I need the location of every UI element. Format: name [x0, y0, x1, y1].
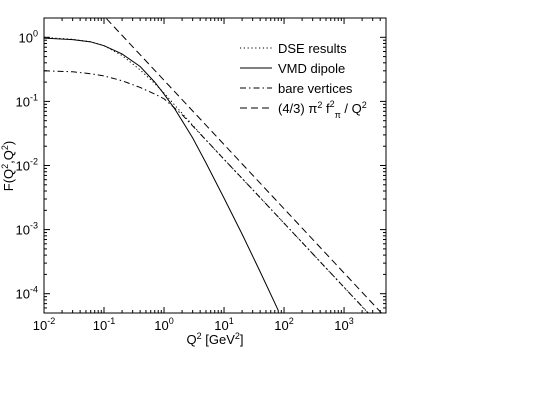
x-tick-label: 101	[214, 316, 233, 333]
legend-label: VMD dipole	[278, 61, 345, 76]
legend-label: DSE results	[278, 41, 347, 56]
svg-text:Q2 [GeV2]: Q2 [GeV2]	[186, 331, 243, 347]
series-dashed-line	[106, 18, 383, 313]
x-tick-label: 103	[334, 316, 353, 333]
legend: DSE results VMD dipole bare vertices (4/3) …	[240, 41, 367, 120]
x-tick-label: 102	[274, 316, 293, 333]
y-tick-label: 100	[19, 28, 38, 45]
x-tick-label: 100	[154, 316, 173, 333]
axis-ticks	[43, 17, 387, 314]
y-axis-title: F(Q2,Q2)	[0, 141, 16, 192]
series-solid-line	[44, 37, 279, 311]
y-tick-label: 10-3	[16, 221, 38, 238]
axis-tick-labels: 10-2 10-1 100 101 102 103 10-4 10-3 10-2 10-1 100	[16, 28, 354, 333]
x-tick-label: 10-1	[93, 316, 115, 333]
x-tick-label: 10-2	[33, 316, 55, 333]
svg-text:F(Q2,Q2): F(Q2,Q2)	[0, 141, 16, 192]
y-tick-label: 10-2	[16, 157, 38, 174]
data-series	[44, 18, 383, 313]
x-axis-title: Q2 [GeV2]	[186, 331, 243, 347]
y-tick-label: 10-4	[16, 285, 38, 302]
y-tick-label: 10-1	[16, 92, 38, 109]
legend-label: (4/3) π2 f2π / Q2	[278, 99, 367, 120]
series-dashdot-line	[44, 70, 369, 313]
legend-label: bare vertices	[278, 81, 353, 96]
